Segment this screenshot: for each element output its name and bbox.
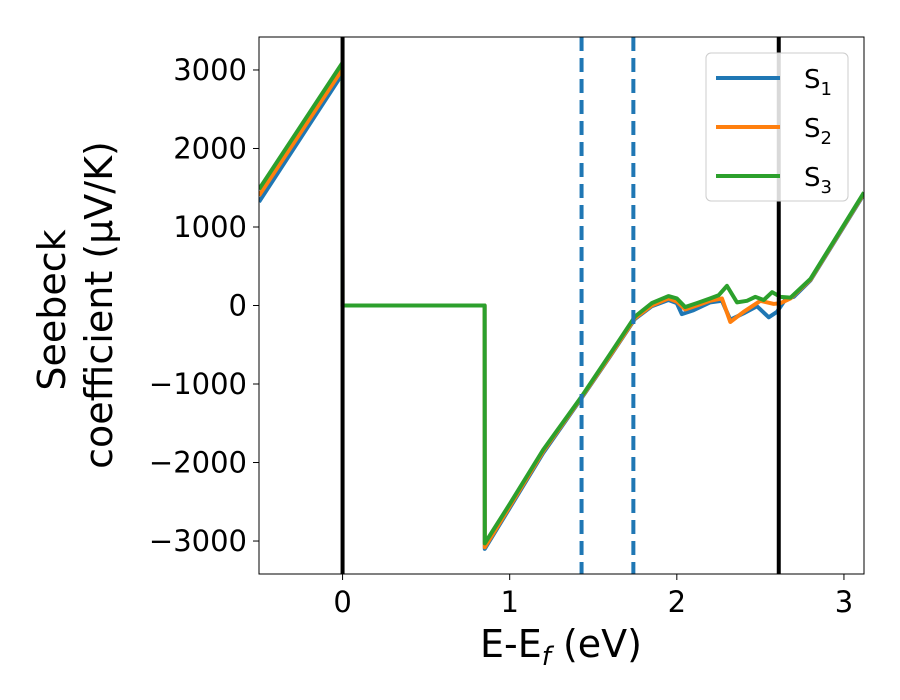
- y-tick-label: 2000: [173, 131, 247, 165]
- x-axis-label: E-Ef (eV): [480, 622, 642, 672]
- y-tick-label: −2000: [149, 446, 247, 480]
- y-tick-label: 0: [229, 289, 247, 323]
- legend-label-1: S1: [804, 65, 832, 100]
- x-tick-label: 3: [835, 585, 853, 619]
- series-line-2: [259, 67, 864, 550]
- y-axis-label-line1: Seebeck: [30, 229, 74, 390]
- legend-label-3: S3: [804, 163, 832, 198]
- y-tick-label: −3000: [149, 524, 247, 558]
- legend-label-2: S2: [804, 114, 832, 149]
- legend: S1 S2 S3: [705, 52, 849, 202]
- series-line-3: [259, 60, 864, 546]
- series-layer: [259, 60, 864, 551]
- x-tick-label: 2: [668, 585, 686, 619]
- y-tick-label: −1000: [149, 367, 247, 401]
- y-tick-label: 3000: [173, 53, 247, 87]
- x-tick-label: 0: [333, 585, 351, 619]
- y-axis-label-line2: coefficient (μV/K): [77, 141, 121, 469]
- ticks-layer: 0 1 2 3 −3000 −2000 −1000 0 1000 2000 3000: [149, 53, 853, 619]
- x-tick-label: 1: [500, 585, 518, 619]
- y-tick-label: 1000: [173, 210, 247, 244]
